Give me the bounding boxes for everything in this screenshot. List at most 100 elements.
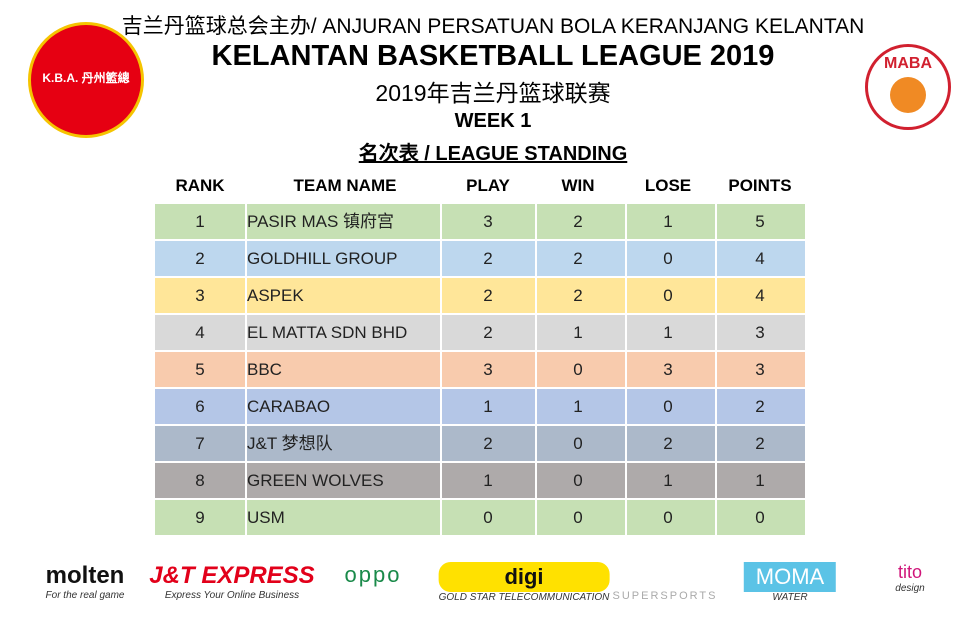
table-cell: 7 [195,434,205,453]
cell-divider [245,389,247,424]
column-header: LOSE [644,176,692,195]
ball [890,77,926,113]
column-header: WIN [561,176,595,195]
table-row: 2 GOLDHILL GROUP 2 2 0 4 [155,241,805,276]
table-cell: 1 [663,323,673,342]
cell-divider [245,352,247,387]
table-cell: 2 [573,249,583,268]
cell-divider [535,278,537,313]
cell-divider [715,352,717,387]
table-cell: 2 [755,397,765,416]
left-logo: K.B.A. 丹州籃總 [28,22,144,138]
sponsor-tagline: design [895,583,925,594]
table-cell: EL MATTA SDN BHD [247,323,408,342]
cell-divider [535,204,537,239]
table-cell: 4 [195,323,205,342]
cell-divider [625,352,627,387]
column-header: RANK [175,176,225,195]
cell-divider [715,204,717,239]
table-row: 1 PASIR MAS 镇府宫 3 2 1 5 [155,204,805,239]
table-cell: 1 [483,397,493,416]
column-header: TEAM NAME [293,176,397,195]
table-cell: 0 [573,471,583,490]
table-cell: 2 [755,434,765,453]
cell-divider [715,278,717,313]
column-header: PLAY [466,176,510,195]
cell-divider [535,389,537,424]
cell-divider [245,500,247,535]
table-cell: 0 [755,508,765,527]
sponsor-logo: oppo [345,562,402,588]
table-cell: 1 [755,471,765,490]
cell-divider [245,278,247,313]
sponsor-name: SUPERSPORTS [612,590,718,602]
sponsor-logo: digi GOLD STAR TELECOMMUNICATION [438,562,610,603]
cell-divider [245,315,247,350]
cell-divider [440,204,442,239]
table-cell: 3 [195,286,205,305]
sponsor-tagline: GOLD STAR TELECOMMUNICATION [438,592,610,603]
table-cell: 0 [663,508,673,527]
table-cell: 2 [483,323,493,342]
table-cell: CARABAO [247,397,331,416]
right-logo: MABA [865,44,951,130]
sponsor-name: molten [45,562,125,589]
cell-divider [625,463,627,498]
table-cell: 2 [663,434,673,453]
table-cell: 2 [483,286,493,305]
cell-divider [535,352,537,387]
cell-divider [440,426,442,461]
table-row: 4 EL MATTA SDN BHD 2 1 1 3 [155,315,805,350]
table-cell: 0 [663,249,673,268]
cell-divider [535,315,537,350]
sponsor-logo: tito design [895,562,924,594]
cell-divider [715,500,717,535]
cell-divider [715,241,717,276]
table-cell: 8 [195,471,205,490]
table-cell: 4 [755,249,765,268]
table-cell: 3 [483,212,493,231]
table-cell: 0 [573,360,583,379]
sponsor-logo: molten For the real game [46,562,125,601]
cell-divider [625,426,627,461]
table-cell: 2 [483,249,493,268]
cell-divider [440,278,442,313]
cell-divider [715,389,717,424]
cell-divider [625,204,627,239]
cell-divider [625,389,627,424]
cell-divider [625,315,627,350]
left-logo-text: K.B.A. 丹州籃總 [42,71,130,85]
cell-divider [440,352,442,387]
table-cell: 0 [573,434,583,453]
cell-divider [440,500,442,535]
table-cell: ASPEK [247,286,304,305]
cell-divider [535,426,537,461]
table-cell: 1 [573,397,583,416]
table-cell: 4 [755,286,765,305]
sponsor-tagline: WATER [772,592,808,603]
table-row: 6 CARABAO 1 1 0 2 [155,389,805,424]
section-title: 名次表 / LEAGUE STANDING [358,143,628,165]
cell-divider [440,463,442,498]
column-header: POINTS [728,176,792,195]
table-cell: 3 [483,360,493,379]
sponsor-tagline: Express Your Online Business [164,590,300,601]
table-cell: 0 [663,286,673,305]
table-cell: 6 [195,397,205,416]
cell-divider [715,315,717,350]
top-line: 吉兰丹篮球总会主办/ ANJURAN PERSATUAN BOLA KERANJ… [121,15,865,38]
sponsor-logo: J&T EXPRESS Express Your Online Business [149,562,314,601]
week: WEEK 1 [454,110,532,132]
sponsor-tagline: For the real game [45,590,125,601]
cell-divider [625,241,627,276]
table-cell: 9 [195,508,205,527]
table-cell: 1 [573,323,583,342]
table-row: 5 BBC 3 0 3 3 [155,352,805,387]
table-cell: 0 [573,508,583,527]
table-cell: 1 [483,471,493,490]
table-cell: USM [247,508,285,527]
sponsor-name: oppo [344,562,402,587]
table-cell: 1 [663,212,673,231]
cell-divider [440,389,442,424]
